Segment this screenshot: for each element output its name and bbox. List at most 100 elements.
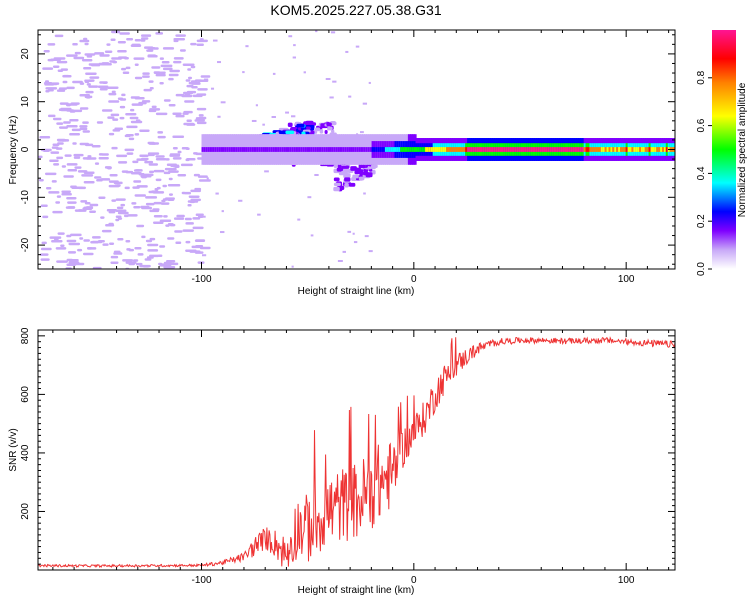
heatmap-noise-cell — [126, 125, 138, 129]
heatmap-track-cell — [268, 147, 272, 152]
heatmap-cell — [319, 129, 324, 134]
heatmap-track-cell — [662, 147, 666, 152]
heatmap-track-cell — [260, 147, 264, 152]
heatmap-noise-cell — [149, 237, 156, 241]
heatmap-noise-cell — [56, 260, 68, 263]
heatmap-noise-cell — [60, 68, 69, 71]
heatmap-noise-cell — [168, 73, 179, 77]
heatmap-track-cell — [417, 147, 421, 152]
heatmap-noise-cell — [117, 161, 128, 164]
heatmap-noise-cell — [186, 84, 194, 88]
heatmap-noise-cell — [161, 61, 170, 64]
heatmap-track-cell — [291, 147, 295, 152]
heatmap-noise-cell — [69, 133, 81, 136]
heatmap-track-cell — [455, 147, 459, 152]
heatmap-noise-cell — [91, 236, 101, 239]
heatmap-noise-cell — [153, 169, 165, 173]
heatmap-track-cell — [478, 147, 482, 152]
heatmap-noise-cell — [80, 200, 88, 203]
heatmap-noise-cell — [147, 54, 157, 57]
heatmap-noise-cell — [72, 142, 77, 145]
heatmap-track-cell — [644, 147, 648, 152]
heatmap-track-cell — [512, 147, 516, 152]
heatmap-track-cell — [404, 147, 408, 152]
heatmap-track-cell — [620, 147, 624, 152]
heatmap-cell — [305, 120, 314, 125]
heatmap-track-cell — [629, 147, 633, 152]
heatmap-noise-cell — [134, 76, 143, 80]
heatmap-noise-cell — [157, 135, 166, 139]
heatmap-track-cell — [398, 147, 402, 152]
heatmap-noise-cell — [116, 184, 121, 187]
heatmap-noise-cell — [58, 87, 68, 90]
heatmap-track-cell — [342, 147, 346, 152]
heatmap-track-cell — [474, 147, 478, 152]
heatmap-track-cell — [266, 147, 270, 152]
heatmap-noise-cell — [140, 157, 149, 161]
heatmap-noise-cell — [215, 192, 219, 195]
snr-frame — [37, 329, 676, 571]
heatmap-track-cell — [507, 147, 511, 152]
heatmap-noise-cell — [203, 78, 209, 81]
heatmap-noise-cell — [83, 67, 92, 70]
heatmap-noise-cell — [42, 67, 54, 70]
heatmap-track-cell — [503, 147, 507, 152]
colorbar-label: Normalized spectral amplitude — [737, 82, 748, 217]
heatmap-track-cell — [281, 147, 285, 152]
heatmap-track-cell — [514, 147, 518, 152]
heatmap-noise-cell — [145, 239, 153, 243]
heatmap-noise-cell — [110, 261, 119, 265]
heatmap-track-cell — [216, 147, 220, 152]
heatmap-noise-cell — [49, 236, 62, 239]
heatmap-noise-cell — [355, 45, 360, 48]
heatmap-noise-cell — [198, 179, 211, 182]
heatmap-track-cell — [415, 147, 419, 152]
heatmap-track-cell — [352, 147, 356, 152]
heatmap-track-cell — [413, 147, 417, 152]
heatmap-track-cell — [331, 147, 335, 152]
heatmap-track-cell — [480, 147, 484, 152]
heatmap-noise-cell — [56, 60, 68, 64]
heatmap-track-cell — [604, 147, 608, 152]
heatmap-noise-cell — [47, 43, 56, 46]
heatmap-noise-cell — [139, 129, 150, 132]
heatmap-noise-cell — [291, 265, 294, 268]
heatmap-track-cell — [423, 147, 427, 152]
heatmap-track-cell — [663, 147, 667, 152]
heatmap-noise-cell — [79, 82, 85, 85]
heatmap-track-cell — [274, 147, 278, 152]
heatmap-track-cell — [442, 147, 446, 152]
heatmap-noise-cell — [125, 239, 131, 243]
heatmap-track-cell — [358, 147, 362, 152]
heatmap-noise-cell — [155, 32, 164, 35]
heatmap-noise-cell — [119, 32, 130, 35]
snr-x-tick-label: 100 — [618, 575, 635, 586]
heatmap-noise-cell — [112, 129, 121, 132]
heatmap-noise-cell — [125, 66, 131, 70]
heatmap-noise-cell — [108, 132, 115, 136]
heatmap-track-cell — [354, 147, 358, 152]
heatmap-noise-cell — [108, 180, 119, 183]
heatmap-noise-cell — [329, 96, 334, 99]
heatmap-noise-cell — [199, 246, 211, 250]
heatmap-track-cell — [577, 147, 581, 152]
heatmap-noise-cell — [353, 241, 358, 244]
heatmap-track-cell — [608, 147, 612, 152]
heatmap-track-cell — [453, 147, 457, 152]
heatmap-noise-cell — [136, 224, 145, 228]
heatmap-track-cell — [551, 147, 555, 152]
heatmap-noise-cell — [66, 103, 78, 106]
heatmap-track-cell — [237, 147, 241, 152]
heatmap-noise-cell — [181, 147, 189, 150]
heatmap-track-cell — [226, 147, 230, 152]
heatmap-track-cell — [491, 147, 495, 152]
heatmap-noise-cell — [238, 199, 243, 202]
heatmap-noise-cell — [148, 80, 154, 83]
heatmap-track-cell — [295, 147, 299, 152]
heatmap-noise-cell — [53, 163, 60, 166]
heatmap-noise-cell — [48, 191, 60, 194]
heatmap-noise-cell — [63, 74, 70, 78]
heatmap-track-cell — [449, 147, 453, 152]
heatmap-track-cell — [214, 147, 218, 152]
heatmap-noise-cell — [40, 247, 52, 251]
